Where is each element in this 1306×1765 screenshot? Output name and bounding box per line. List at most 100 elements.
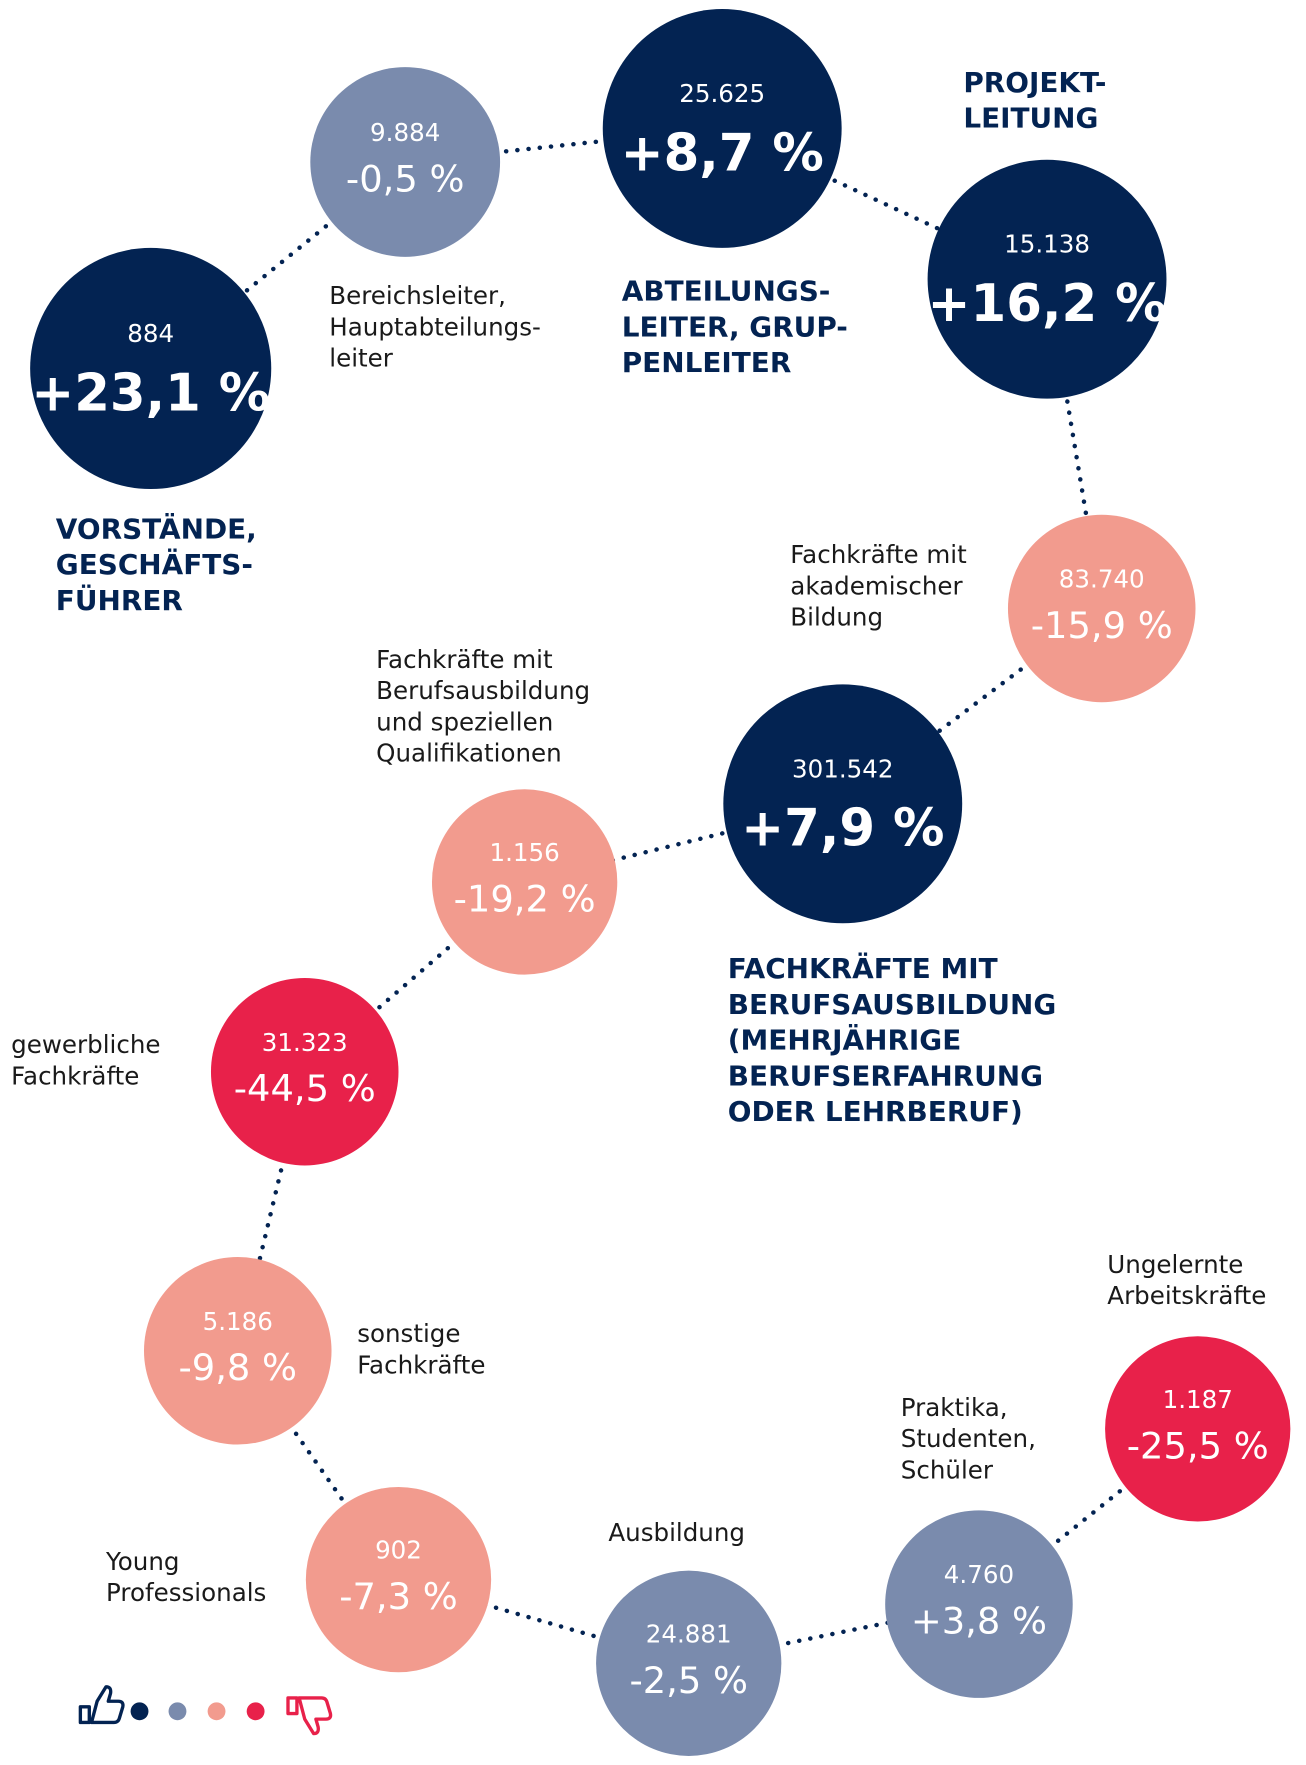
node-count: 31.323 — [262, 1028, 348, 1057]
node-label: Schüler — [901, 1455, 994, 1484]
node-count: 5.186 — [203, 1307, 273, 1336]
node-circle — [30, 247, 272, 490]
node: 24.881 -2,5 % Ausbildung — [596, 1518, 782, 1756]
node-change: +7,9 % — [741, 799, 944, 859]
node-label: PENLEITER — [622, 346, 792, 379]
node-change: +16,2 % — [928, 274, 1167, 334]
dotted-link — [719, 126, 1050, 282]
node-change: +3,8 % — [911, 1600, 1047, 1643]
node-circle — [1007, 514, 1196, 703]
dotted-link — [402, 126, 725, 165]
node-count: 4.760 — [944, 1560, 1014, 1589]
node-label: FACHKRÄFTE MIT — [728, 951, 998, 985]
node-count: 83.740 — [1059, 565, 1145, 594]
node-label: und speziellen — [376, 707, 553, 736]
node-label: Berufsausbildung — [376, 676, 590, 705]
node-circle — [602, 9, 842, 248]
node: 884 +23,1 % VORSTÄNDE,GESCHÄFTS-FÜHRER — [30, 247, 272, 617]
node-change: -19,2 % — [454, 877, 596, 920]
node-label: ABTEILUNGS- — [622, 275, 831, 308]
nodes: 884 +23,1 % VORSTÄNDE,GESCHÄFTS-FÜHRER 9.88… — [11, 9, 1291, 1756]
node-label: Young — [105, 1547, 179, 1576]
node: 15.138 +16,2 % PROJEKT-LEITUNG — [928, 66, 1167, 399]
thumbs-up-icon — [78, 1685, 125, 1725]
thumbs-down-icon — [286, 1696, 333, 1736]
node-label: BERUFSAUSBILDUNG — [728, 988, 1056, 1021]
node-circle — [210, 977, 399, 1166]
node-label: BERUFSERFAHRUNG — [728, 1059, 1043, 1092]
node-count: 15.138 — [1004, 230, 1090, 259]
node-change: -15,9 % — [1031, 604, 1173, 647]
node-label: sonstige — [357, 1319, 460, 1348]
node: 1.156 -19,2 % Fachkräfte mitBerufsausbildu… — [376, 645, 618, 975]
node-label: VORSTÄNDE, — [56, 511, 257, 545]
node-count: 24.881 — [646, 1619, 732, 1648]
node-change: -7,3 % — [339, 1575, 458, 1618]
node: 9.884 -0,5 % Bereichsleiter,Hauptabteilung… — [310, 67, 541, 373]
node-circle — [1105, 1336, 1291, 1522]
node-label: Ungelernte — [1107, 1250, 1243, 1279]
legend-dot — [130, 1702, 149, 1721]
node-label: LEITUNG — [963, 102, 1098, 135]
node-circle — [310, 67, 501, 257]
node-label: Professionals — [106, 1578, 266, 1607]
node-change: -9,8 % — [178, 1346, 297, 1389]
node-label: Fachkräfte — [11, 1061, 139, 1090]
node-label: Bereichsleiter, — [329, 281, 506, 310]
node: 301.542 +7,9 % FACHKRÄFTE MITBERUFSAUSBILD… — [723, 684, 1056, 1128]
node-label: Bildung — [790, 603, 883, 632]
node-label: Ausbildung — [608, 1518, 745, 1547]
node-circle — [596, 1570, 782, 1756]
dotted-link — [302, 879, 527, 1074]
node-count: 902 — [375, 1536, 422, 1565]
node-count: 9.884 — [370, 118, 440, 147]
node-change: -25,5 % — [1127, 1424, 1269, 1467]
node-label: Fachkräfte mit — [376, 645, 553, 674]
node-label: Hauptabteilungs- — [329, 312, 541, 341]
node-count: 884 — [127, 319, 174, 348]
node-label: LEITER, GRUP- — [622, 310, 848, 343]
node-count: 25.625 — [679, 79, 765, 108]
node-circle — [305, 1486, 492, 1673]
node-label: PROJEKT- — [963, 66, 1106, 99]
node-label: leiter — [329, 344, 393, 373]
node-circle — [143, 1256, 332, 1445]
node-label: Fachkräfte — [357, 1350, 485, 1379]
node-label: gewerbliche — [11, 1030, 160, 1059]
node-circle — [885, 1510, 1073, 1698]
node: 4.760 +3,8 % Praktika,Studenten,Schüler — [885, 1393, 1073, 1698]
node-label: akademischer — [790, 571, 963, 600]
node-change: -0,5 % — [346, 157, 465, 200]
node-label: (MEHRJÄHRIGE — [728, 1023, 961, 1057]
node-circle — [431, 789, 618, 975]
node-change: -44,5 % — [234, 1067, 376, 1110]
legend — [78, 1685, 333, 1736]
node-change: +8,7 % — [621, 123, 824, 183]
node-change: +23,1 % — [31, 363, 270, 423]
legend-dot — [207, 1702, 226, 1721]
node-label: Fachkräfte mit — [790, 540, 967, 569]
node-label: ODER LEHRBERUF) — [728, 1095, 1023, 1128]
node: 25.625 +8,7 % ABTEILUNGS-LEITER, GRUP-PENL… — [602, 9, 848, 379]
legend-dot — [168, 1702, 187, 1721]
node-label: Studenten, — [901, 1424, 1036, 1453]
node-count: 301.542 — [792, 754, 894, 783]
node-label: FÜHRER — [56, 583, 183, 617]
node-circle — [723, 684, 963, 924]
legend-dot — [246, 1702, 265, 1721]
node-label: Qualifikationen — [376, 739, 562, 768]
node-label: Arbeitskräfte — [1107, 1281, 1266, 1310]
node-label: Praktika, — [901, 1393, 1008, 1422]
node-label: GESCHÄFTS- — [56, 547, 253, 581]
node-count: 1.187 — [1163, 1385, 1233, 1414]
node-change: -2,5 % — [629, 1659, 748, 1702]
node-circle — [927, 159, 1167, 399]
node-count: 1.156 — [489, 838, 559, 867]
